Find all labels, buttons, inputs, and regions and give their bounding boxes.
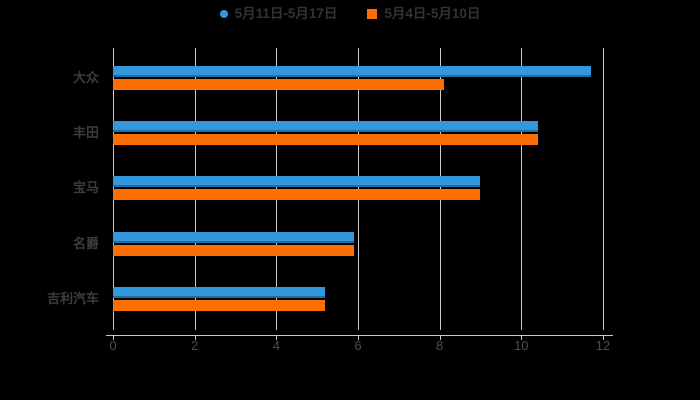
bar-5月4日-5月10日-名爵[interactable] (113, 244, 354, 256)
x-axis-tick-8 (439, 335, 441, 340)
gridline-x-0 (113, 48, 114, 330)
gridline-x-6 (357, 48, 359, 330)
bar-5月4日-5月10日-吉利汽车[interactable] (113, 300, 326, 312)
x-axis-tick-12 (602, 335, 604, 340)
x-tick-label-0: 0 (109, 338, 117, 353)
legend-item-week-may4-10[interactable]: 5月4日-5月10日 (367, 4, 480, 24)
gridline-x-12 (602, 48, 604, 330)
x-tick-label-2: 2 (191, 338, 199, 353)
legend-square-marker-icon (367, 9, 378, 19)
x-tick-label-12: 12 (595, 338, 611, 353)
legend-circle-marker-icon (219, 10, 228, 18)
bar-5月4日-5月10日-大众[interactable] (113, 78, 444, 90)
gridline-x-4 (276, 48, 278, 330)
x-axis-tick-6 (357, 335, 359, 340)
category-label-2: 宝马 (72, 180, 99, 196)
x-tick-label-6: 6 (354, 338, 362, 353)
x-axis-tick-0 (113, 335, 114, 340)
x-axis-line (106, 335, 613, 336)
x-axis-tick-4 (276, 335, 278, 340)
bar-5月11日-5月17日-大众[interactable] (113, 65, 591, 77)
category-label-0: 大众 (72, 69, 99, 85)
bar-5月11日-5月17日-名爵[interactable] (113, 231, 354, 243)
category-label-4: 吉利汽车 (46, 291, 99, 307)
bar-5月4日-5月10日-丰田[interactable] (113, 133, 538, 145)
x-axis-tick-2 (194, 335, 196, 340)
legend-label-week-may11-17: 5月11日-5月17日 (234, 6, 338, 21)
gridline-x-2 (194, 48, 196, 330)
x-tick-label-4: 4 (272, 338, 280, 353)
legend: 5月11日-5月17日 5月4日-5月10日 (0, 4, 700, 24)
category-label-1: 丰田 (72, 124, 99, 140)
legend-item-week-may11-17[interactable]: 5月11日-5月17日 (219, 4, 338, 24)
bar-5月11日-5月17日-丰田[interactable] (113, 120, 538, 132)
gridline-x-8 (439, 48, 441, 330)
x-tick-label-10: 10 (514, 338, 529, 353)
bar-5月4日-5月10日-宝马[interactable] (113, 189, 481, 201)
bar-5月11日-5月17日-吉利汽车[interactable] (113, 287, 326, 299)
bar-5月11日-5月17日-宝马[interactable] (113, 176, 481, 188)
gridline-x-10 (521, 48, 523, 330)
category-label-3: 名爵 (72, 235, 99, 251)
x-tick-label-8: 8 (436, 338, 444, 353)
legend-label-week-may4-10: 5月4日-5月10日 (384, 6, 481, 21)
x-axis-tick-10 (521, 335, 523, 340)
